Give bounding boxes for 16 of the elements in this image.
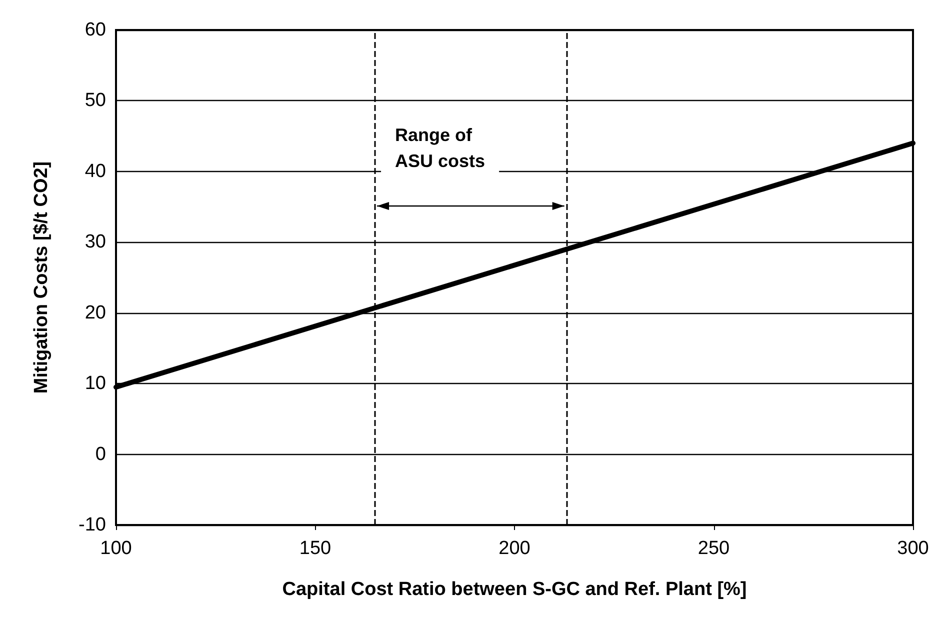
y-tick-label: 50 — [84, 90, 106, 112]
y-tick-label: 20 — [84, 302, 106, 324]
x-tick-label: 150 — [299, 538, 332, 559]
x-tick-label: 250 — [698, 538, 730, 559]
x-tick-label: 300 — [897, 538, 929, 559]
y-tick-label: 40 — [84, 160, 106, 182]
y-tick-label: 10 — [84, 373, 106, 394]
y-tick-label: -10 — [78, 514, 106, 536]
y-tick-label: 30 — [84, 232, 106, 253]
x-tick-label: 200 — [498, 538, 530, 559]
y-tick-label: 60 — [84, 20, 106, 40]
y-tick-label: 0 — [95, 444, 106, 465]
y-axis-title: Mitigation Costs [$/t CO2] — [31, 161, 52, 394]
x-axis-title: Capital Cost Ratio between S-GC and Ref. Plant [%] — [282, 579, 747, 600]
annotation: Range of ASU costs — [395, 125, 486, 171]
x-tick-label: 100 — [100, 538, 132, 559]
